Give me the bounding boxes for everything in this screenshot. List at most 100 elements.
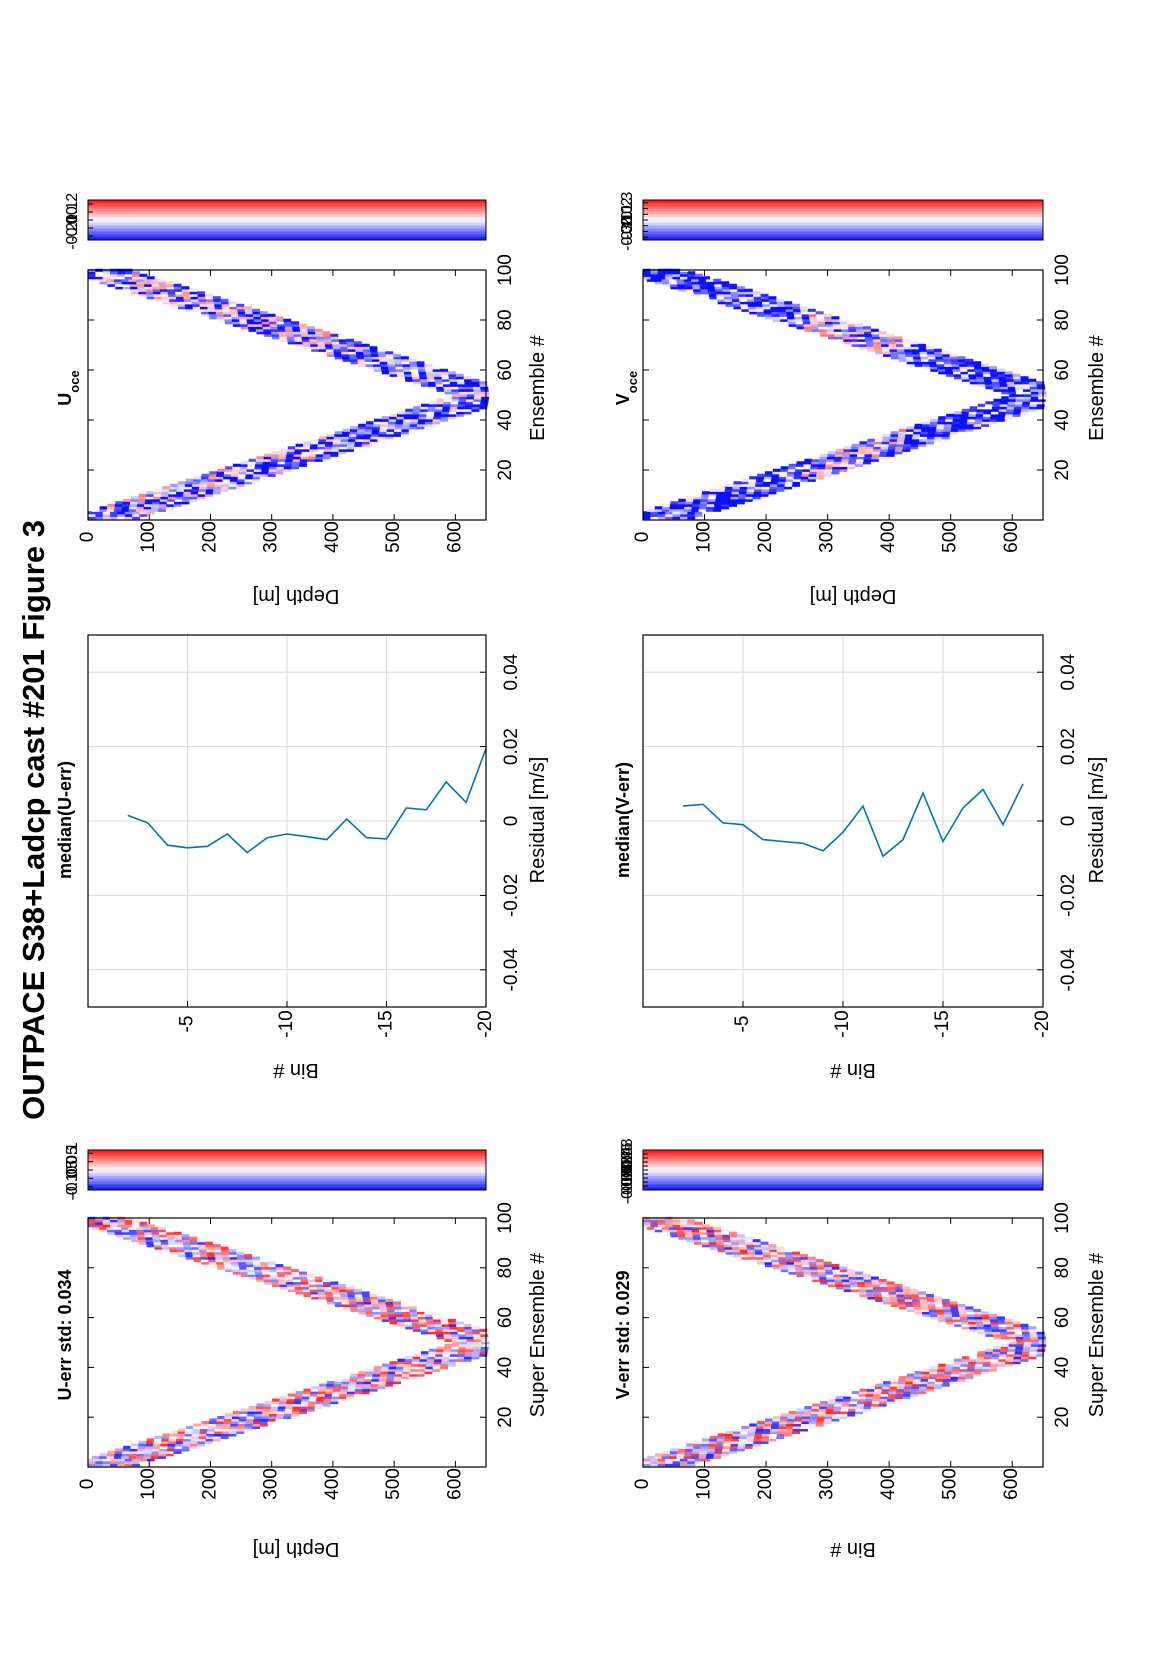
map-cell bbox=[945, 368, 954, 372]
map-cell bbox=[378, 1381, 387, 1385]
map-cell bbox=[146, 1438, 155, 1442]
map-cell bbox=[848, 461, 857, 465]
map-cell bbox=[472, 386, 481, 390]
map-cell bbox=[129, 1450, 138, 1454]
map-cell bbox=[896, 441, 905, 445]
map-cell bbox=[309, 341, 318, 345]
map-cell bbox=[974, 366, 983, 370]
map-cell bbox=[1028, 1356, 1037, 1360]
map-cell bbox=[260, 1418, 269, 1422]
map-cell bbox=[255, 1276, 264, 1280]
map-cell bbox=[983, 1358, 992, 1362]
map-cell bbox=[832, 1269, 841, 1273]
map-cell bbox=[819, 456, 828, 460]
map-cell bbox=[425, 368, 434, 372]
map-cell bbox=[95, 516, 104, 520]
map-cell bbox=[754, 1433, 763, 1437]
map-cell bbox=[950, 1376, 959, 1380]
map-cell bbox=[471, 378, 480, 382]
map-cell bbox=[223, 473, 232, 477]
colorbar-swatch bbox=[643, 1155, 1043, 1160]
map-cell bbox=[143, 278, 152, 282]
map-cell bbox=[371, 1376, 380, 1380]
map-cell bbox=[662, 1453, 671, 1457]
map-cell bbox=[272, 451, 281, 455]
map-cell bbox=[969, 406, 978, 410]
map-cell bbox=[286, 451, 295, 455]
map-cell bbox=[294, 338, 303, 342]
map-cell bbox=[397, 411, 406, 415]
map-cell bbox=[326, 1381, 335, 1385]
map-cell bbox=[1028, 406, 1037, 410]
map-cell bbox=[976, 411, 985, 415]
map-cell bbox=[772, 1415, 781, 1420]
map-cell bbox=[839, 1266, 848, 1270]
map-cell bbox=[433, 1361, 442, 1365]
map-cell bbox=[287, 446, 296, 450]
map-cell bbox=[795, 1266, 803, 1270]
map-cell bbox=[132, 516, 141, 520]
map-cell bbox=[725, 1430, 734, 1434]
map-cell bbox=[341, 353, 350, 357]
map-cell bbox=[922, 1313, 931, 1317]
map-cell bbox=[428, 1348, 437, 1352]
map-cell bbox=[284, 1271, 293, 1275]
map-cell bbox=[138, 1239, 147, 1243]
map-cell bbox=[772, 468, 781, 472]
map-cell bbox=[110, 1221, 118, 1225]
map-cell bbox=[1022, 1336, 1031, 1340]
map-cell bbox=[323, 448, 332, 452]
map-cell bbox=[206, 486, 215, 490]
map-cell bbox=[771, 1261, 780, 1265]
map-cell bbox=[236, 481, 245, 485]
map-cell bbox=[867, 1386, 876, 1390]
map-cell bbox=[911, 1386, 920, 1390]
map-cell bbox=[1038, 396, 1047, 400]
map-cell bbox=[914, 1308, 923, 1312]
map-cell bbox=[143, 1453, 152, 1457]
map-cell bbox=[268, 1266, 277, 1270]
map-cell bbox=[997, 413, 1006, 417]
map-cell bbox=[275, 316, 284, 320]
map-cell bbox=[300, 333, 309, 337]
map-cell bbox=[239, 318, 248, 322]
map-cell bbox=[443, 1336, 452, 1340]
map-cell bbox=[162, 486, 171, 490]
map-cell bbox=[206, 483, 215, 487]
map-cell bbox=[952, 366, 961, 370]
map-cell bbox=[448, 1323, 457, 1327]
map-cell bbox=[169, 1435, 178, 1439]
map-cell bbox=[973, 363, 982, 367]
map-cell bbox=[1007, 386, 1016, 390]
map-cell bbox=[874, 438, 883, 442]
map-cell bbox=[737, 1443, 746, 1447]
voce-title-main: V bbox=[613, 393, 633, 405]
map-cell bbox=[432, 1316, 441, 1320]
map-cell bbox=[842, 1283, 851, 1288]
map-cell bbox=[730, 1236, 738, 1240]
map-cell bbox=[455, 373, 464, 377]
map-cell bbox=[950, 358, 959, 362]
map-cell bbox=[459, 1341, 468, 1345]
colorbar-tick-label: 0.1 bbox=[64, 1142, 81, 1164]
map-cell bbox=[921, 1308, 930, 1312]
map-cell bbox=[136, 1450, 145, 1454]
map-cell bbox=[450, 386, 459, 390]
map-cell bbox=[435, 1353, 444, 1357]
map-cell bbox=[943, 1308, 952, 1312]
map-cell bbox=[927, 433, 936, 437]
map-cell bbox=[404, 1361, 413, 1365]
map-cell bbox=[729, 1234, 738, 1238]
map-cell bbox=[665, 273, 674, 277]
map-cell bbox=[824, 316, 833, 320]
map-cell bbox=[873, 446, 882, 450]
map-cell bbox=[959, 368, 968, 372]
map-cell bbox=[938, 416, 947, 420]
map-cell bbox=[246, 1415, 255, 1420]
map-cell bbox=[692, 286, 701, 290]
map-cell bbox=[363, 433, 372, 437]
map-cell bbox=[88, 1463, 96, 1467]
colorbar-swatch bbox=[88, 1178, 486, 1182]
map-cell bbox=[705, 508, 714, 512]
map-cell bbox=[146, 1241, 155, 1245]
